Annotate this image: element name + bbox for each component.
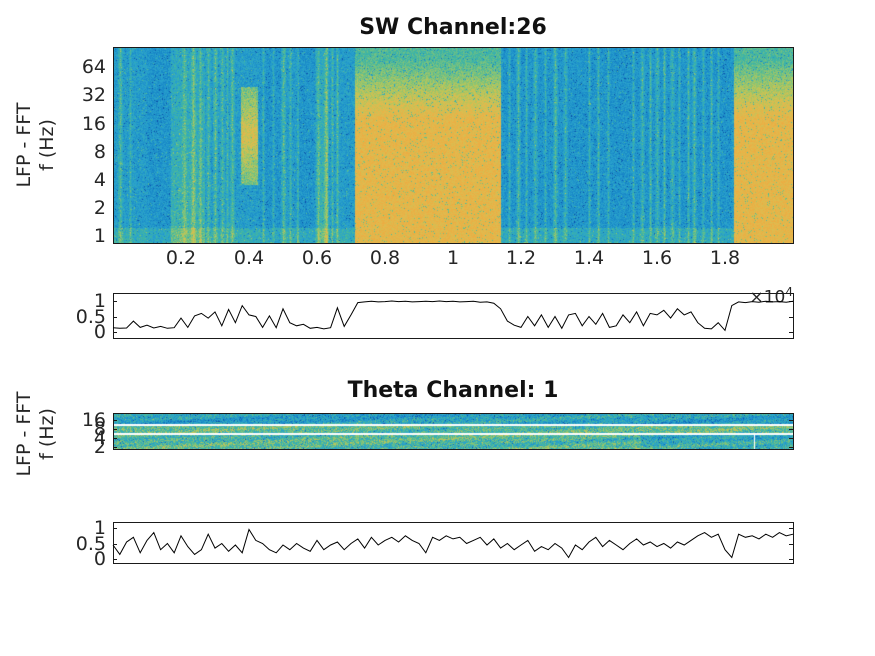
sw-xtick-label: 1.8: [709, 247, 741, 269]
sw-ytick-label: 1: [93, 225, 106, 248]
sw-title: SW Channel:26: [359, 15, 547, 40]
theta-state-axes-box: [113, 522, 794, 564]
sw-ytick-label: 64: [81, 56, 106, 79]
theta-state-ytick-label: 1: [93, 517, 106, 539]
sw-ytick-label: 32: [81, 84, 106, 107]
sw-spectrogram-canvas: [113, 47, 793, 243]
theta-ytick-label: 2: [93, 436, 106, 459]
x-axis-multiplier: ×104: [673, 283, 793, 307]
x-multiplier-base: ×10: [749, 287, 786, 308]
sw-xtick-label: 1.4: [573, 247, 605, 269]
sw-ytick-label: 16: [81, 112, 106, 135]
theta-ytick-label: 4: [93, 426, 106, 449]
theta-state-ytick-label: 0: [93, 548, 106, 570]
sw-xtick-label: 0.8: [369, 247, 401, 269]
sw-ytick-label: 2: [93, 197, 106, 220]
sw-xtick-label: 1.2: [505, 247, 537, 269]
sw-state-ytick-label: 0.5: [75, 305, 106, 328]
sw-xtick-label: 0.4: [233, 247, 265, 269]
sw-xtick-label: 0.2: [165, 247, 197, 269]
sw-ytick-label: 8: [93, 140, 106, 163]
sw-xtick-label: 1: [446, 247, 460, 269]
theta-state-line: [112, 528, 794, 559]
sw-state-ytick-label: 0: [93, 321, 106, 343]
theta-ytick-label: 8: [93, 417, 106, 440]
sw-ytick-label: 4: [93, 168, 106, 191]
theta-state-axis-ticks: [113, 528, 793, 560]
sw-xtick-label: 0.6: [301, 247, 333, 269]
theta-spectrogram-canvas: [113, 413, 793, 449]
sw-state-ytick-label: 1: [93, 290, 106, 312]
theta-state-ytick-label: 0.5: [75, 532, 106, 555]
x-multiplier-exponent: 4: [785, 285, 793, 299]
theta-ytick-label: 16: [81, 408, 106, 431]
sw-xtick-label: 1.6: [641, 247, 673, 269]
theta-title: Theta Channel: 1: [347, 378, 559, 403]
